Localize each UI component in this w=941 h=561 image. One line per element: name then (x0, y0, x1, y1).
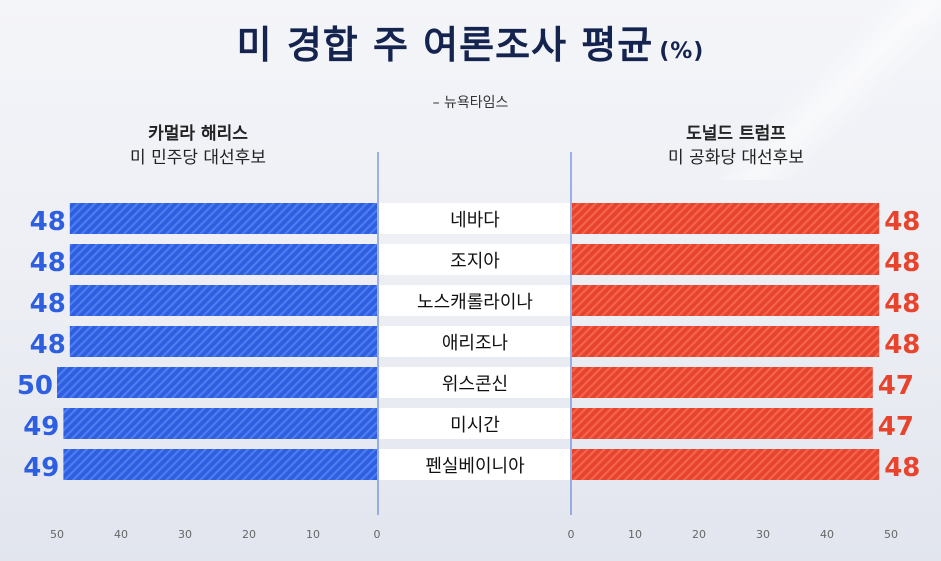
harris-bar (63, 408, 378, 439)
candidate-right-header: 도널드 트럼프 미 공화당 대선후보 (586, 122, 886, 170)
tick-label-left: 30 (178, 528, 192, 541)
trump-bar (572, 449, 880, 480)
harris-bar (69, 285, 378, 316)
chart-title: 미 경합 주 여론조사 평균 (%) (0, 14, 941, 69)
harris-value-label: 48 (30, 330, 66, 360)
state-label: 네바다 (450, 210, 500, 231)
trump-bar (572, 408, 873, 439)
tick-label-right: 20 (692, 528, 706, 541)
candidate-left-name: 카멀라 해리스 (148, 124, 248, 144)
harris-value-label: 50 (17, 371, 53, 401)
harris-bar (63, 449, 378, 480)
trump-value-label: 48 (884, 207, 920, 237)
trump-bar (572, 203, 880, 234)
harris-bar (69, 326, 378, 357)
state-label: 애리조나 (442, 333, 508, 354)
tick-label-left: 10 (306, 528, 320, 541)
state-label: 조지아 (450, 251, 500, 272)
harris-bar (69, 203, 378, 234)
state-label: 위스콘신 (442, 374, 508, 395)
harris-value-label: 48 (30, 248, 66, 278)
trump-bar (572, 367, 873, 398)
harris-value-label: 49 (23, 412, 59, 442)
trump-value-label: 48 (884, 289, 920, 319)
state-label-box (379, 285, 570, 316)
harris-value-label: 48 (30, 289, 66, 319)
tick-label-left: 0 (374, 528, 381, 541)
state-label-box (379, 408, 570, 439)
harris-bar (57, 367, 377, 398)
state-label: 미시간 (450, 415, 500, 436)
tick-label-right: 0 (568, 528, 575, 541)
candidate-right-name: 도널드 트럼프 (686, 124, 786, 144)
state-label-box (379, 244, 570, 275)
state-label-box (379, 326, 570, 357)
trump-value-label: 47 (878, 371, 914, 401)
candidate-left-header: 카멀라 해리스 미 민주당 대선후보 (48, 122, 348, 170)
trump-value-label: 47 (878, 412, 914, 442)
state-label: 노스캐롤라이나 (417, 292, 533, 313)
title-text: 미 경합 주 여론조사 평균 (236, 23, 654, 67)
harris-bar (69, 244, 378, 275)
state-label-box (379, 449, 570, 480)
trump-value-label: 48 (884, 330, 920, 360)
title-unit: (%) (659, 39, 705, 64)
harris-value-label: 49 (23, 453, 59, 483)
tick-label-right: 50 (884, 528, 898, 541)
trump-bar (572, 244, 880, 275)
trump-bar (572, 326, 880, 357)
candidate-left-role: 미 민주당 대선후보 (130, 148, 266, 168)
chart-source: – 뉴욕타임스 (432, 95, 509, 111)
state-label: 펜실베이니아 (425, 456, 525, 477)
tick-label-left: 20 (242, 528, 256, 541)
trump-value-label: 48 (884, 453, 920, 483)
tick-label-right: 30 (756, 528, 770, 541)
tick-label-left: 50 (50, 528, 64, 541)
state-label-box (379, 367, 570, 398)
tick-label-left: 40 (114, 528, 128, 541)
state-label-box (379, 203, 570, 234)
tick-label-right: 40 (820, 528, 834, 541)
tick-label-right: 10 (628, 528, 642, 541)
trump-value-label: 48 (884, 248, 920, 278)
candidate-right-role: 미 공화당 대선후보 (668, 148, 804, 168)
harris-value-label: 48 (30, 207, 66, 237)
trump-bar (572, 285, 880, 316)
